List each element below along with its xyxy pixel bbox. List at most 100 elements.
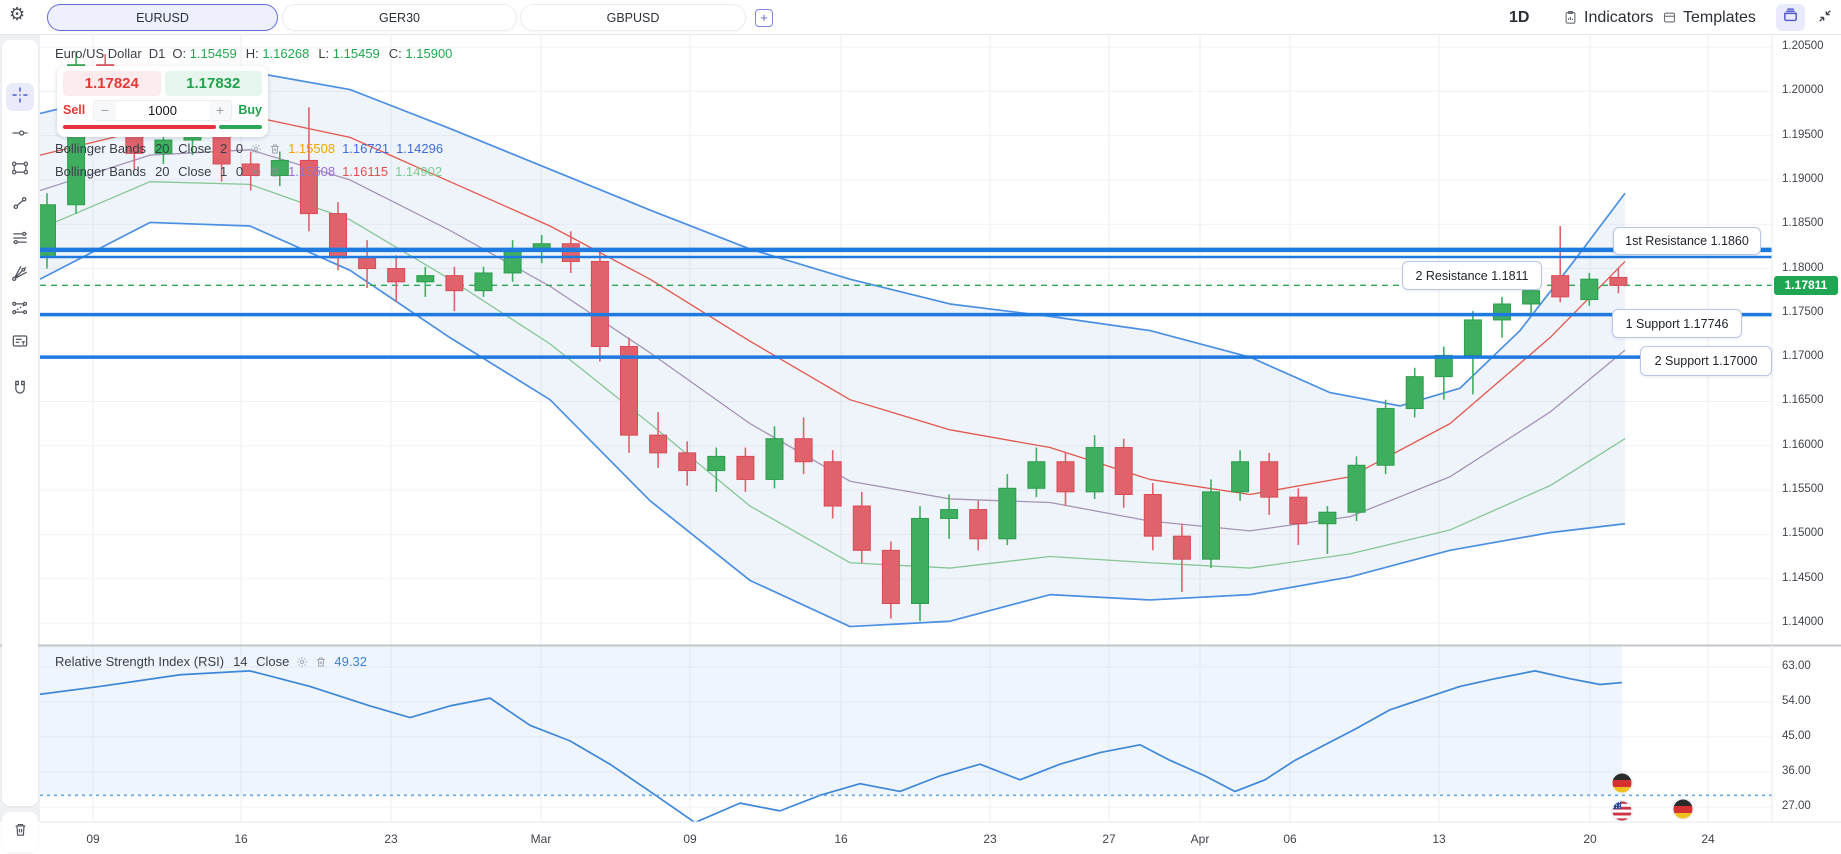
trash-icon	[12, 821, 29, 843]
tool-text-note[interactable]	[6, 329, 34, 357]
quantity-plus-button[interactable]: +	[215, 102, 225, 118]
time-tick: 16	[834, 832, 848, 846]
indicators-button[interactable]: Indicators	[1563, 0, 1653, 35]
gann-fan-icon	[10, 263, 30, 288]
gear-icon[interactable]	[296, 656, 308, 668]
gear-icon[interactable]	[250, 143, 262, 155]
price-tick: 1.16500	[1782, 394, 1824, 407]
rectangle-icon	[10, 158, 30, 183]
price-tick: 1.19500	[1782, 128, 1824, 141]
price-tick: 1.17500	[1782, 305, 1824, 318]
quantity-minus-button[interactable]: −	[100, 102, 110, 118]
measure-line-icon	[10, 123, 30, 148]
tool-gann-fan[interactable]	[6, 261, 34, 289]
support-1-label[interactable]: 1 Support 1.17746	[1612, 309, 1742, 338]
rsi-legend[interactable]: Relative Strength Index (RSI) 14 Close 49.…	[55, 654, 367, 669]
price-tick: 1.20500	[1782, 40, 1824, 52]
de-flag-icon[interactable]	[1671, 797, 1695, 821]
rsi-tick: 36.00	[1782, 765, 1811, 777]
trash-icon[interactable]	[269, 143, 281, 155]
indicator-params: 20 Close 2 0	[155, 141, 244, 156]
ohlc-value: L: 1.15459	[318, 46, 380, 61]
tool-trend-line[interactable]	[6, 191, 34, 219]
rsi-tick: 45.00	[1782, 730, 1811, 742]
templates-button[interactable]: Templates	[1662, 0, 1756, 35]
price-tick: 1.15500	[1782, 483, 1824, 496]
time-tick: 16	[234, 832, 248, 846]
layouts-button[interactable]	[1776, 4, 1805, 31]
tab-gbpusd-label: GBPUSD	[606, 10, 660, 25]
tool-measure-line[interactable]	[6, 121, 34, 149]
collapse-button[interactable]	[1812, 5, 1838, 31]
tool-crosshair[interactable]	[6, 83, 34, 111]
time-tick: 06	[1283, 832, 1297, 846]
trend-line-icon	[10, 193, 30, 218]
indicator-value: 1.14296	[396, 141, 444, 156]
sell-price-button[interactable]: 1.17824	[63, 71, 161, 96]
last-price-badge: 1.17811	[1774, 275, 1838, 295]
price-tick: 1.16000	[1782, 438, 1824, 451]
sentiment-ratio-bar	[63, 125, 262, 129]
resistance-1-label[interactable]: 1st Resistance 1.1860	[1613, 227, 1761, 255]
remove-drawings-button[interactable]	[2, 812, 38, 852]
tool-rectangle[interactable]	[6, 156, 34, 184]
trash-icon[interactable]	[269, 166, 281, 178]
price-tick: 1.15000	[1782, 527, 1824, 540]
indicators-icon	[1563, 10, 1578, 25]
indicator-value: 1.15508	[288, 164, 336, 179]
tool-fib-lines[interactable]	[6, 296, 34, 324]
rsi-tick: 27.00	[1782, 800, 1811, 812]
tool-magnet[interactable]	[6, 376, 34, 404]
indicators-label: Indicators	[1584, 8, 1654, 26]
price-tick: 1.17000	[1782, 350, 1824, 363]
trash-icon[interactable]	[315, 656, 327, 668]
time-tick: Apr	[1190, 832, 1210, 846]
ohlc-values: O: 1.15459 H: 1.16268 L: 1.15459 C: 1.15900	[172, 46, 452, 61]
time-tick: 23	[983, 832, 997, 846]
indicator-legend-bb1[interactable]: Bollinger Bands 20 Close 1 0 1.15508 1.1611…	[55, 164, 442, 179]
ohlc-value: C: 1.15900	[388, 46, 453, 61]
settings-gear-icon[interactable]: ⚙	[9, 4, 26, 24]
ohlc-value: H: 1.16268	[245, 46, 310, 61]
add-tab-button[interactable]: +	[755, 9, 773, 27]
us-flag-icon[interactable]	[1610, 799, 1634, 823]
gear-icon[interactable]	[250, 166, 262, 178]
time-tick: 20	[1583, 832, 1597, 846]
tab-ger30[interactable]: GER30	[282, 4, 517, 31]
fib-lines-icon	[10, 298, 30, 323]
ohlc-value: O: 1.15459	[172, 46, 237, 61]
tab-gbpusd[interactable]: GBPUSD	[520, 4, 746, 31]
sell-label[interactable]: Sell	[63, 103, 86, 117]
tab-eurusd[interactable]: EURUSD	[47, 4, 278, 31]
buy-label[interactable]: Buy	[238, 103, 262, 117]
indicator-value: 1.16721	[342, 141, 390, 156]
quantity-stepper: − 1000 +	[93, 99, 232, 121]
price-tick: 1.14000	[1782, 616, 1824, 628]
support-2-label[interactable]: 2 Support 1.17000	[1640, 346, 1772, 376]
buy-price-button[interactable]: 1.17832	[164, 71, 262, 96]
magnet-icon	[10, 378, 30, 403]
quantity-input[interactable]: 1000	[116, 100, 209, 120]
de-flag-icon[interactable]	[1610, 771, 1634, 795]
indicator-params: 20 Close 1 0	[155, 164, 244, 179]
time-tick: 24	[1701, 832, 1715, 846]
timeframe-button[interactable]: 1D	[1509, 8, 1530, 26]
indicator-value: 1.16115	[342, 164, 389, 179]
time-tick: 23	[384, 832, 398, 846]
parallel-lines-icon	[10, 228, 30, 253]
indicator-legend-bb2[interactable]: Bollinger Bands 20 Close 2 0 1.15508 1.1672…	[55, 141, 443, 156]
time-tick: 13	[1432, 832, 1446, 846]
crosshair-icon	[10, 85, 30, 110]
drawing-toolbar	[2, 40, 38, 806]
time-tick: Mar	[530, 832, 552, 846]
templates-icon	[1662, 10, 1677, 25]
price-tick: 1.19000	[1782, 172, 1824, 185]
price-tick: 1.20000	[1782, 84, 1824, 97]
templates-label: Templates	[1683, 8, 1756, 26]
symbol-timeframe: D1	[148, 46, 166, 61]
resistance-2-label[interactable]: 2 Resistance 1.1811	[1402, 261, 1542, 290]
order-widget: 1.17824 1.17832 Sell − 1000 + Buy	[57, 66, 268, 137]
tool-parallel-lines[interactable]	[6, 226, 34, 254]
indicator-name: Relative Strength Index (RSI)	[55, 654, 225, 669]
